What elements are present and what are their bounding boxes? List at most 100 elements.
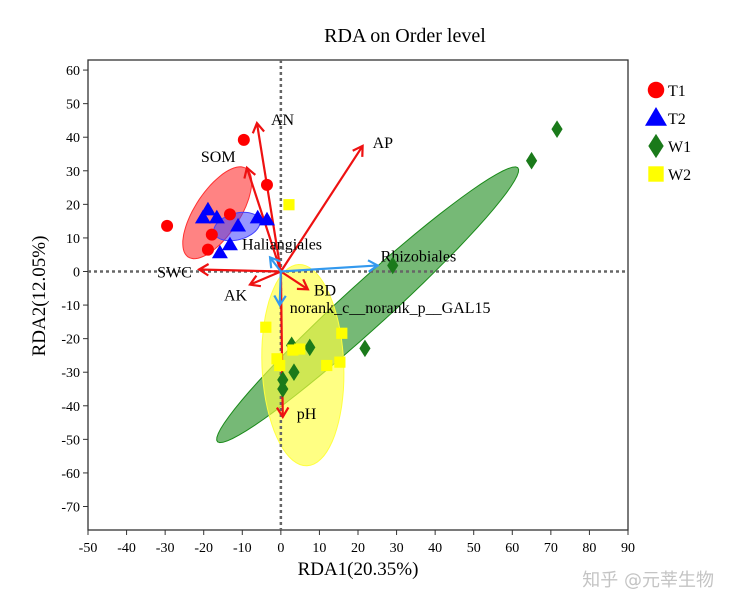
y-tick-label: -70 xyxy=(61,501,80,516)
taxa-2-arrow xyxy=(273,271,287,308)
y-tick-label: 40 xyxy=(66,131,80,146)
point-w2 xyxy=(294,343,306,355)
env-label-ph: pH xyxy=(297,406,317,423)
arrow-head xyxy=(196,263,210,277)
arrow-head xyxy=(243,165,257,179)
point-w2 xyxy=(274,359,286,372)
x-tick-label: 60 xyxy=(505,541,519,556)
y-tick-label: 60 xyxy=(66,64,80,79)
x-tick-label: -30 xyxy=(156,541,175,556)
x-tick-label: 50 xyxy=(467,541,481,556)
legend-marker-t2 xyxy=(645,107,667,126)
x-tick-label: -10 xyxy=(233,541,252,556)
arrow-head xyxy=(273,294,287,308)
legend-marker-w1 xyxy=(648,133,664,159)
x-tick-label: 0 xyxy=(277,541,284,556)
point-w1 xyxy=(551,120,563,138)
y-tick-label: -10 xyxy=(61,299,80,314)
point-w2 xyxy=(283,199,295,211)
arrow-shaft xyxy=(279,145,364,273)
chart-title: RDA on Order level xyxy=(324,25,486,47)
x-tick-label: 30 xyxy=(390,541,404,556)
point-t2 xyxy=(249,209,266,224)
point-t2 xyxy=(221,236,238,251)
point-w1 xyxy=(304,338,316,357)
point-t1 xyxy=(205,228,218,241)
axis-ticks: -50 -40 -30 -20 -10 0 10 20 30 40 50 60 70 80 90 60 50 40… xyxy=(61,64,635,556)
y-tick-label: -40 xyxy=(61,400,80,415)
env-swc-arrow xyxy=(196,263,281,277)
point-t2 xyxy=(258,211,275,226)
point-t1 xyxy=(201,243,214,256)
env-label-ak: AK xyxy=(224,288,248,305)
taxa-label: Rhizobiales xyxy=(381,248,457,265)
env-an-arrow xyxy=(251,121,282,272)
y-tick-label: -30 xyxy=(61,366,80,381)
legend-label-t1: T1 xyxy=(668,83,686,100)
point-w1 xyxy=(387,256,399,275)
point-w2 xyxy=(271,353,283,365)
legend-marker-w2 xyxy=(648,166,664,182)
y-tick-label: 0 xyxy=(73,266,80,281)
y-tick-label: 20 xyxy=(66,198,80,213)
point-w2 xyxy=(260,321,272,333)
arrow-head xyxy=(367,259,380,273)
arrow-shaft xyxy=(255,122,282,272)
arrow-shaft xyxy=(278,271,282,306)
watermark: 知乎 @元莘生物 xyxy=(582,570,714,591)
x-tick-label: 20 xyxy=(351,541,365,556)
y-tick-label: -50 xyxy=(61,433,80,448)
point-w1 xyxy=(525,151,538,170)
taxa-1-arrow xyxy=(268,255,282,273)
legend-marker-t1 xyxy=(647,81,665,99)
y-tick-label: 10 xyxy=(66,232,80,247)
point-w1 xyxy=(359,339,371,358)
arrow-shaft xyxy=(269,256,282,273)
arrow-head xyxy=(275,406,290,419)
arrow-head xyxy=(251,121,265,134)
x-tick-label: -40 xyxy=(117,541,136,556)
env-ak-arrow xyxy=(248,270,282,288)
legend-label-t2: T2 xyxy=(668,111,686,128)
x-tick-label: 40 xyxy=(428,541,442,556)
point-t2 xyxy=(208,209,225,224)
env-bd-arrow xyxy=(280,270,310,291)
point-w2 xyxy=(287,344,299,356)
point-t2 xyxy=(211,244,228,259)
x-tick-label: 80 xyxy=(582,541,596,556)
point-t1 xyxy=(223,208,236,221)
legend-label-w2: W2 xyxy=(668,167,691,184)
point-w2 xyxy=(334,356,346,368)
taxa-0-arrow xyxy=(280,259,380,273)
legend-label-w1: W1 xyxy=(668,139,691,156)
env-label-bd: BD xyxy=(314,282,336,299)
y-tick-label: -20 xyxy=(61,333,80,348)
y-tick-label: 30 xyxy=(66,165,80,180)
point-w1 xyxy=(288,363,300,382)
arrows: AN SOM AP SWC AK BD pH Rhizobiales Haliangiales n… xyxy=(157,112,490,423)
point-t2 xyxy=(230,217,247,232)
point-t1 xyxy=(260,178,273,191)
env-label-an: AN xyxy=(271,112,295,129)
arrow-shaft xyxy=(249,270,282,286)
points xyxy=(161,120,563,398)
point-t1 xyxy=(161,219,174,232)
env-label-swc: SWC xyxy=(157,264,192,281)
taxa-label: norank_c__norank_p__GAL15 xyxy=(290,300,491,317)
arrow-head xyxy=(268,255,281,269)
arrow-shaft xyxy=(280,270,309,291)
y-tick-label: 50 xyxy=(66,98,80,113)
x-axis-label: RDA1(20.35%) xyxy=(298,559,419,580)
arrow-head xyxy=(352,144,364,157)
arrow-head xyxy=(248,274,262,288)
x-tick-label: -20 xyxy=(194,541,213,556)
x-tick-label: -50 xyxy=(79,541,98,556)
point-t2 xyxy=(194,209,211,224)
point-w2 xyxy=(321,359,333,372)
point-w1 xyxy=(277,371,289,389)
x-tick-label: 90 xyxy=(621,541,635,556)
env-label-ap: AP xyxy=(373,135,394,152)
x-tick-label: 10 xyxy=(312,541,326,556)
env-label-som: SOM xyxy=(201,149,236,166)
